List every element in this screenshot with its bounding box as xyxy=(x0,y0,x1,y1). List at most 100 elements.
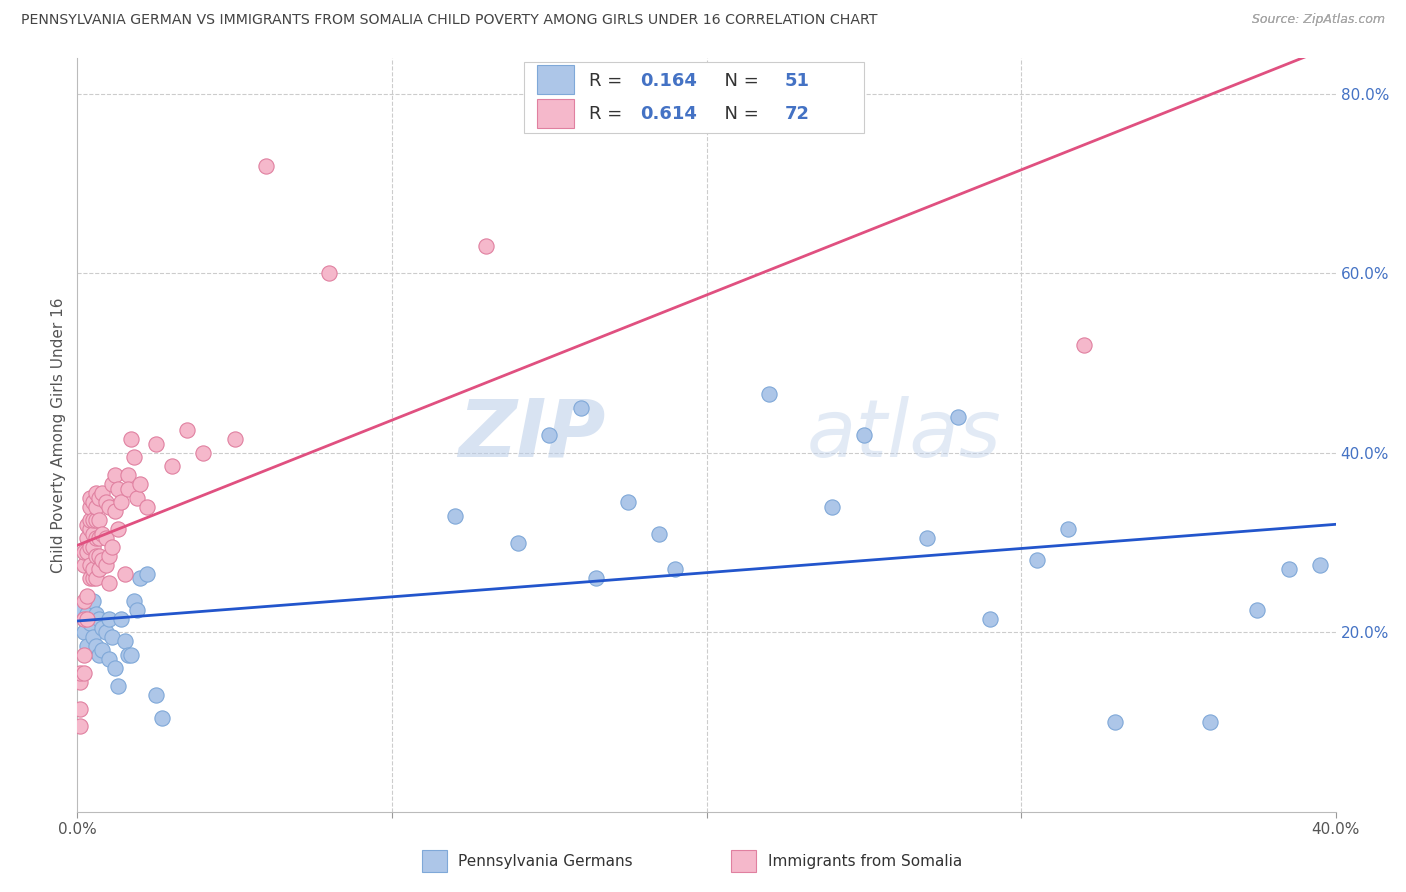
Point xyxy=(72,648,94,662)
Point xyxy=(91,486,114,500)
Point xyxy=(150,710,173,724)
Point xyxy=(145,688,167,702)
Point xyxy=(69,674,91,689)
Point xyxy=(84,639,107,653)
Point xyxy=(176,423,198,437)
Point xyxy=(84,607,107,622)
Point xyxy=(79,540,101,554)
Point xyxy=(72,612,94,626)
Point xyxy=(79,513,101,527)
Point xyxy=(117,482,139,496)
Point xyxy=(94,531,117,545)
Point xyxy=(122,450,145,465)
Point xyxy=(110,612,132,626)
Point xyxy=(948,409,970,424)
Point xyxy=(89,513,111,527)
Point xyxy=(82,571,104,585)
Point xyxy=(69,603,91,617)
Point xyxy=(84,531,107,545)
Point xyxy=(101,630,124,644)
Text: N =: N = xyxy=(713,105,765,123)
Point xyxy=(852,428,875,442)
Point xyxy=(117,468,139,483)
Point xyxy=(72,594,94,608)
Point xyxy=(94,558,117,572)
Point xyxy=(648,526,671,541)
Text: R =: R = xyxy=(589,105,628,123)
Point xyxy=(91,526,114,541)
Point xyxy=(107,482,129,496)
Point xyxy=(84,549,107,563)
Point xyxy=(1057,522,1080,536)
Point xyxy=(76,544,98,558)
Point xyxy=(79,571,101,585)
Point xyxy=(129,571,152,585)
Point xyxy=(84,500,107,514)
Point xyxy=(72,612,94,626)
Point xyxy=(84,486,107,500)
Point xyxy=(82,594,104,608)
Text: Source: ZipAtlas.com: Source: ZipAtlas.com xyxy=(1251,13,1385,27)
Point xyxy=(224,433,246,447)
Text: 72: 72 xyxy=(785,105,810,123)
Point xyxy=(114,634,136,648)
Point xyxy=(82,513,104,527)
Point xyxy=(97,500,120,514)
Point xyxy=(191,446,215,460)
Point xyxy=(1246,603,1268,617)
Point xyxy=(254,159,277,173)
Point xyxy=(82,540,104,554)
Bar xyxy=(537,65,575,94)
Point xyxy=(84,513,107,527)
Point xyxy=(127,603,149,617)
Point xyxy=(82,562,104,576)
Point xyxy=(82,630,104,644)
Point xyxy=(101,477,124,491)
Point xyxy=(135,500,157,514)
Point xyxy=(76,607,98,622)
Point xyxy=(101,540,124,554)
Point xyxy=(79,500,101,514)
Point xyxy=(82,526,104,541)
Point xyxy=(76,590,98,604)
Point xyxy=(79,558,101,572)
Point xyxy=(72,558,94,572)
Point xyxy=(89,549,111,563)
Point xyxy=(97,652,120,666)
Point xyxy=(69,719,91,733)
Point xyxy=(94,495,117,509)
Point xyxy=(1199,714,1222,729)
Point xyxy=(104,661,127,675)
Point xyxy=(475,239,498,253)
Point xyxy=(89,648,111,662)
Point xyxy=(89,531,111,545)
Text: atlas: atlas xyxy=(807,396,1002,474)
Point xyxy=(145,437,167,451)
Point xyxy=(82,495,104,509)
Point xyxy=(89,612,111,626)
Point xyxy=(69,665,91,680)
Point xyxy=(104,468,127,483)
Text: 0.614: 0.614 xyxy=(640,105,697,123)
Point xyxy=(979,612,1001,626)
Point xyxy=(72,544,94,558)
Point xyxy=(91,643,114,657)
Point xyxy=(76,639,98,653)
Point xyxy=(585,571,607,585)
Point xyxy=(122,594,145,608)
Point xyxy=(91,621,114,635)
Point xyxy=(79,522,101,536)
Point xyxy=(664,562,686,576)
Point xyxy=(114,566,136,581)
Text: R =: R = xyxy=(589,72,628,90)
Point xyxy=(79,491,101,505)
Text: Source: ZipAtlas.com: Source: ZipAtlas.com xyxy=(1251,13,1385,27)
Y-axis label: Child Poverty Among Girls Under 16: Child Poverty Among Girls Under 16 xyxy=(51,297,66,573)
Point xyxy=(104,504,127,518)
Point xyxy=(821,500,844,514)
Point xyxy=(84,571,107,585)
Text: ZIP: ZIP xyxy=(458,396,606,474)
Point xyxy=(117,648,139,662)
Point xyxy=(569,401,592,415)
Point xyxy=(69,701,91,715)
